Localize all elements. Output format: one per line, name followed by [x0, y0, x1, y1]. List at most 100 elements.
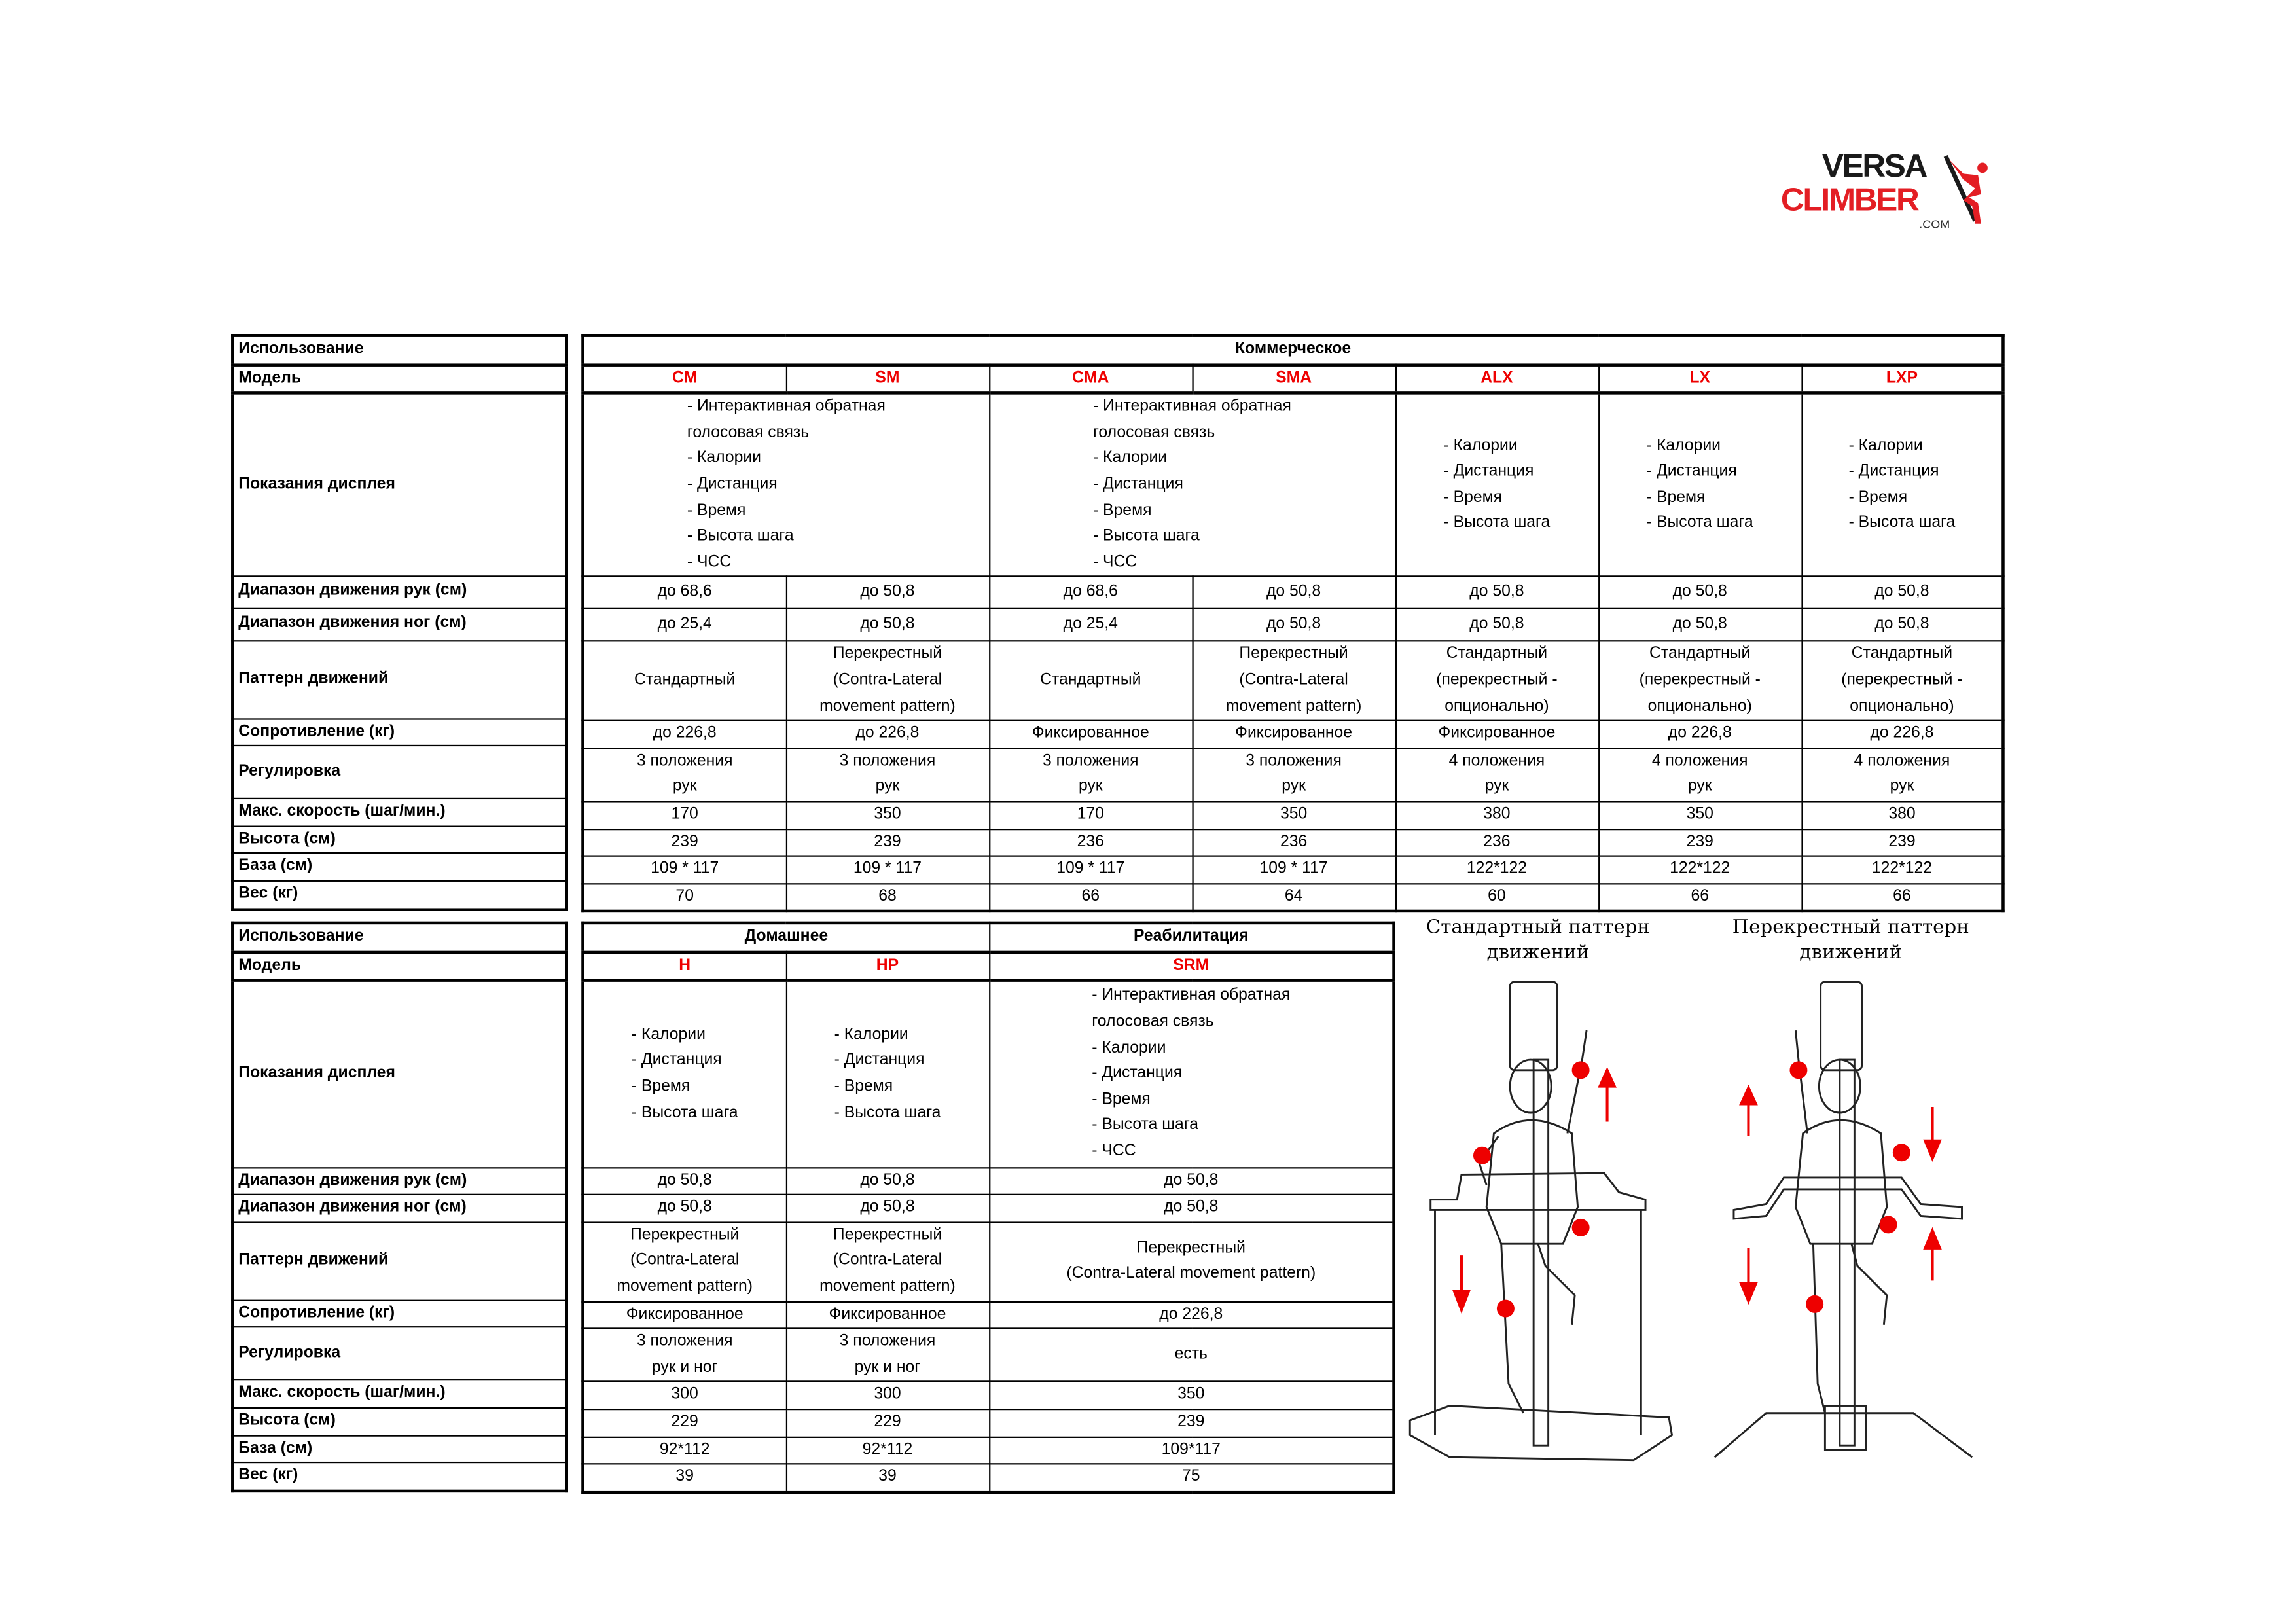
cell-text-line: 239	[671, 832, 698, 850]
cell-text-line: - Дистанция	[631, 1051, 722, 1070]
spec-value-cell: 68	[785, 882, 990, 912]
cell-text-line: 350	[1686, 804, 1713, 823]
cell-text-line: 3 положения	[839, 1332, 936, 1350]
cell-text-line: до 50,8	[1266, 583, 1321, 601]
model-name: SMA	[1191, 363, 1396, 395]
cell-text-line: - Время	[834, 1077, 893, 1095]
spec-value-cell: до 68,6	[582, 576, 787, 610]
row-label: Высота (см)	[232, 825, 567, 855]
spec-value-cell: 109*117	[988, 1435, 1395, 1465]
display-readings-cell: - Интерактивная обратная голосовая связь -…	[988, 392, 1396, 578]
spec-value-cell: 70	[582, 882, 787, 912]
cell-text-line: 109 * 117	[651, 859, 719, 878]
model-name: LX	[1597, 363, 1803, 395]
cell-text-line: до 50,8	[860, 615, 915, 634]
climber-figure-icon	[1943, 154, 1988, 224]
row-label: Модель	[232, 363, 567, 395]
row-label: Использование	[232, 334, 567, 366]
spec-value-cell: до 50,8	[1801, 608, 2004, 643]
cell-text-line: голосовая связь	[687, 424, 810, 442]
cell-text-line: 170	[671, 804, 698, 823]
cell-text-line: Перекрестный	[1136, 1238, 1246, 1257]
spec-value-cell: 229	[785, 1409, 990, 1438]
spec-value-cell: 380	[1801, 801, 2004, 830]
cell-text-line: 109 * 117	[1056, 859, 1125, 878]
usage-category: Реабилитация	[988, 922, 1395, 954]
cell-text-line: до 50,8	[657, 1199, 712, 1217]
row-label: Диапазон движения рук (см)	[232, 1166, 567, 1196]
logo-text-climber: CLIMBER	[1780, 181, 1920, 218]
cell-text-line: Стандартный	[1649, 645, 1751, 663]
spec-value-cell: 3 положения рук	[988, 747, 1193, 803]
spec-value-cell: 229	[582, 1409, 787, 1438]
spec-value-cell: 350	[988, 1381, 1395, 1411]
cell-text-line: movement pattern)	[1225, 696, 1362, 715]
cell-text-line: - Высота шага	[1092, 527, 1200, 545]
model-name: LXP	[1801, 363, 2004, 395]
spec-value-cell: Фиксированное	[1191, 719, 1396, 749]
cell-text-line: до 50,8	[1672, 583, 1727, 601]
cell-text-line: до 25,4	[657, 615, 712, 634]
cell-text-line: рук	[1484, 778, 1509, 796]
figure-caption-contralateral: Перекрестный паттерн движений	[1732, 916, 1969, 964]
display-readings-cell: - Калории - Дистанция - Время - Высота шага	[1801, 392, 2004, 578]
cell-text-line: 66	[1081, 887, 1100, 905]
spec-value-cell: до 50,8	[785, 608, 990, 643]
cell-text-line: 239	[1686, 832, 1713, 850]
cell-text-line: Фиксированное	[1031, 724, 1149, 742]
spec-value-cell: до 68,6	[988, 576, 1193, 610]
cell-text-line: Перекрестный	[833, 645, 942, 663]
cell-text-line: Стандартный	[634, 671, 736, 689]
cell-text-line: (Contra-Lateral	[833, 671, 942, 689]
row-label: Макс. скорость (шаг/мин.)	[232, 1380, 567, 1409]
spec-value-cell: до 50,8	[988, 1194, 1395, 1223]
cell-text-line: до 226,8	[1668, 724, 1732, 742]
spec-value-cell: Перекрестный (Contra-Lateral movement patt…	[785, 640, 990, 722]
logo-text-versa: VERSA	[1821, 147, 1928, 185]
spec-value-cell: 122*122	[1801, 855, 2004, 884]
cell-text-line: (перекрестный -	[1639, 671, 1761, 689]
cell-text-line: - Высота шага	[631, 1103, 738, 1121]
cell-text-line: 122*122	[1670, 859, 1731, 878]
cell-text-line: Стандартный	[1851, 645, 1953, 663]
spec-value-cell: до 50,8	[785, 1194, 990, 1223]
model-name: CM	[582, 363, 787, 395]
spec-value-cell: Фиксированное	[988, 719, 1193, 749]
spec-value-cell: до 50,8	[1801, 576, 2004, 610]
row-label: Диапазон движения ног (см)	[232, 1194, 567, 1223]
cell-text-line: - Высота шага	[834, 1103, 941, 1121]
display-readings-cell: - Интерактивная обратная голосовая связь -…	[582, 392, 990, 578]
spec-value-cell: 350	[785, 801, 990, 830]
cell-text-line: 4 положения	[1448, 751, 1545, 770]
cell-text-line: 66	[1691, 887, 1710, 905]
spec-value-cell: 239	[988, 1409, 1395, 1438]
spec-value-cell: до 50,8	[1394, 608, 1600, 643]
cell-text-line: - Дистанция	[1092, 1064, 1183, 1083]
cell-text-line: 4 положения	[1651, 751, 1748, 770]
cell-text-line: до 50,8	[657, 1171, 712, 1189]
cell-text-line: до 50,8	[1164, 1199, 1219, 1217]
spec-value-cell: 122*122	[1394, 855, 1600, 884]
cell-text-line: 68	[878, 887, 897, 905]
cell-text-line: 350	[1177, 1386, 1205, 1403]
row-label: База (см)	[232, 1434, 567, 1464]
cell-text-line: до 25,4	[1063, 615, 1118, 634]
cell-text-line: - Время	[687, 501, 746, 519]
spec-value-cell: 92*112	[785, 1435, 990, 1465]
cell-text-line: movement pattern)	[819, 1278, 956, 1295]
row-label: Сопротивление (кг)	[232, 1299, 567, 1329]
row-label: Вес (кг)	[232, 1462, 567, 1492]
cell-text-line: 3 положения	[1246, 751, 1342, 770]
row-label: База (см)	[232, 853, 567, 882]
cell-text-line: 109 * 117	[1259, 859, 1328, 878]
spec-value-cell: Перекрестный (Contra-Lateral movement patt…	[785, 1221, 990, 1303]
usage-category: Коммерческое	[582, 334, 2004, 366]
display-readings-cell: - Калории - Дистанция - Время - Высота шага	[1394, 392, 1600, 578]
spec-value-cell: 239	[1597, 827, 1803, 857]
standard-pattern-illustration	[1408, 981, 1674, 1462]
cell-text-line: - Время	[1092, 1090, 1151, 1108]
cell-text-line: до 50,8	[1469, 583, 1524, 601]
spec-value-cell: 39	[785, 1463, 990, 1493]
spec-value-cell: до 50,8	[1191, 576, 1396, 610]
spec-value-cell: 350	[1597, 801, 1803, 830]
